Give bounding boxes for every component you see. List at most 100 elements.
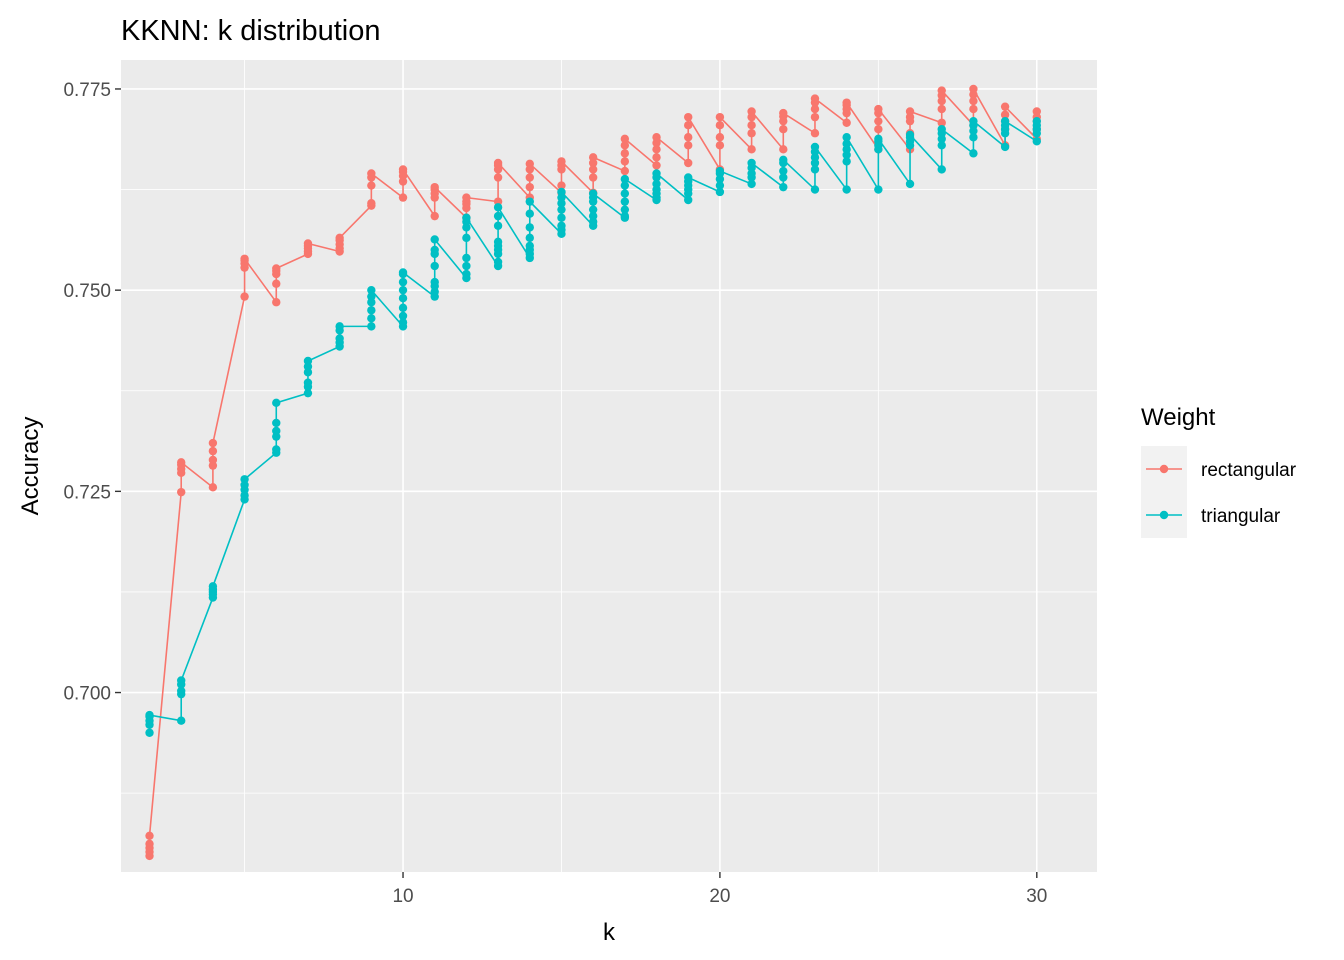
data-point-rectangular bbox=[430, 182, 439, 192]
data-point-rectangular bbox=[810, 94, 820, 103]
data-point-triangular bbox=[779, 155, 788, 164]
data-point-rectangular bbox=[652, 161, 661, 170]
data-point-triangular bbox=[525, 197, 534, 206]
data-point-triangular bbox=[684, 173, 693, 182]
data-point-triangular bbox=[620, 174, 630, 184]
data-point-triangular bbox=[810, 185, 820, 194]
data-point-triangular bbox=[145, 728, 154, 737]
data-point-triangular bbox=[145, 710, 154, 720]
data-point-triangular bbox=[842, 139, 851, 148]
data-point-triangular bbox=[462, 213, 471, 222]
data-point-triangular bbox=[398, 294, 408, 303]
data-point-rectangular bbox=[208, 483, 218, 492]
data-point-triangular bbox=[303, 388, 313, 398]
data-point-triangular bbox=[335, 322, 344, 331]
data-point-triangular bbox=[462, 233, 471, 243]
data-point-rectangular bbox=[620, 134, 630, 144]
data-point-rectangular bbox=[525, 182, 534, 192]
data-point-triangular bbox=[272, 426, 281, 436]
data-point-rectangular bbox=[652, 133, 661, 142]
data-point-rectangular bbox=[335, 233, 344, 243]
data-point-triangular bbox=[969, 116, 978, 126]
data-point-rectangular bbox=[430, 211, 439, 221]
data-point-triangular bbox=[430, 261, 439, 271]
data-point-triangular bbox=[588, 211, 598, 221]
data-point-rectangular bbox=[588, 173, 598, 182]
data-point-triangular bbox=[398, 285, 408, 295]
major-gridlines bbox=[121, 60, 1097, 872]
data-point-rectangular bbox=[905, 107, 915, 116]
data-point-rectangular bbox=[810, 104, 820, 114]
data-point-triangular bbox=[525, 223, 534, 232]
x-axis: 10 20 30 bbox=[392, 872, 1047, 907]
data-point-rectangular bbox=[747, 107, 756, 116]
data-point-triangular bbox=[303, 356, 313, 366]
data-point-rectangular bbox=[620, 166, 630, 176]
data-point-rectangular bbox=[493, 158, 503, 168]
data-point-rectangular bbox=[493, 173, 503, 182]
data-point-triangular bbox=[462, 253, 471, 263]
data-point-triangular bbox=[842, 185, 851, 194]
data-point-rectangular bbox=[462, 193, 471, 202]
data-point-rectangular bbox=[525, 159, 534, 169]
data-point-rectangular bbox=[588, 165, 598, 174]
data-point-triangular bbox=[240, 475, 249, 484]
data-point-rectangular bbox=[367, 199, 376, 208]
data-point-triangular bbox=[779, 182, 788, 192]
data-point-rectangular bbox=[240, 254, 249, 263]
data-point-rectangular bbox=[272, 279, 281, 288]
legend-key-point-rectangular bbox=[1159, 464, 1169, 474]
data-point-rectangular bbox=[747, 120, 756, 130]
data-point-rectangular bbox=[779, 145, 788, 154]
y-tick-label: 0.700 bbox=[63, 684, 111, 705]
data-point-rectangular bbox=[779, 108, 788, 118]
data-point-rectangular bbox=[1000, 110, 1010, 119]
data-point-triangular bbox=[367, 322, 376, 331]
data-point-triangular bbox=[874, 185, 883, 194]
data-point-rectangular bbox=[303, 239, 313, 248]
data-point-rectangular bbox=[367, 169, 376, 178]
data-point-rectangular bbox=[557, 157, 566, 166]
data-point-triangular bbox=[398, 318, 408, 327]
data-point-rectangular bbox=[969, 104, 978, 114]
data-point-rectangular bbox=[398, 165, 408, 174]
data-point-rectangular bbox=[620, 141, 630, 150]
data-point-rectangular bbox=[367, 181, 376, 190]
data-point-triangular bbox=[588, 189, 598, 198]
data-point-rectangular bbox=[557, 181, 566, 190]
x-tick-label: 10 bbox=[392, 886, 413, 907]
data-point-triangular bbox=[430, 235, 439, 244]
data-point-triangular bbox=[525, 209, 534, 218]
x-axis-title: k bbox=[603, 919, 616, 946]
data-point-triangular bbox=[1000, 116, 1010, 126]
plot-panel bbox=[121, 60, 1097, 872]
data-point-rectangular bbox=[208, 438, 218, 448]
data-point-triangular bbox=[842, 157, 851, 166]
data-point-triangular bbox=[525, 233, 534, 243]
data-point-rectangular bbox=[715, 133, 725, 142]
data-point-triangular bbox=[493, 237, 503, 247]
data-point-rectangular bbox=[652, 145, 661, 154]
y-axis-title: Accuracy bbox=[17, 417, 44, 516]
data-point-triangular bbox=[430, 245, 439, 255]
data-point-triangular bbox=[557, 205, 566, 214]
data-point-triangular bbox=[842, 133, 851, 142]
legend-key-point-triangular bbox=[1159, 510, 1169, 520]
data-point-triangular bbox=[715, 187, 725, 197]
data-point-rectangular bbox=[874, 116, 883, 126]
y-tick-label: 0.725 bbox=[63, 482, 111, 503]
data-point-triangular bbox=[905, 179, 915, 189]
data-point-triangular bbox=[715, 181, 725, 190]
data-point-triangular bbox=[208, 582, 218, 591]
data-point-triangular bbox=[525, 241, 534, 251]
data-point-triangular bbox=[493, 257, 503, 267]
data-point-triangular bbox=[779, 173, 788, 182]
data-point-rectangular bbox=[779, 125, 788, 134]
data-point-triangular bbox=[367, 314, 376, 323]
data-point-rectangular bbox=[715, 112, 725, 122]
data-point-rectangular bbox=[810, 112, 820, 122]
data-point-triangular bbox=[462, 261, 471, 271]
data-point-triangular bbox=[620, 181, 630, 190]
data-point-rectangular bbox=[272, 298, 281, 307]
data-point-triangular bbox=[398, 303, 408, 313]
